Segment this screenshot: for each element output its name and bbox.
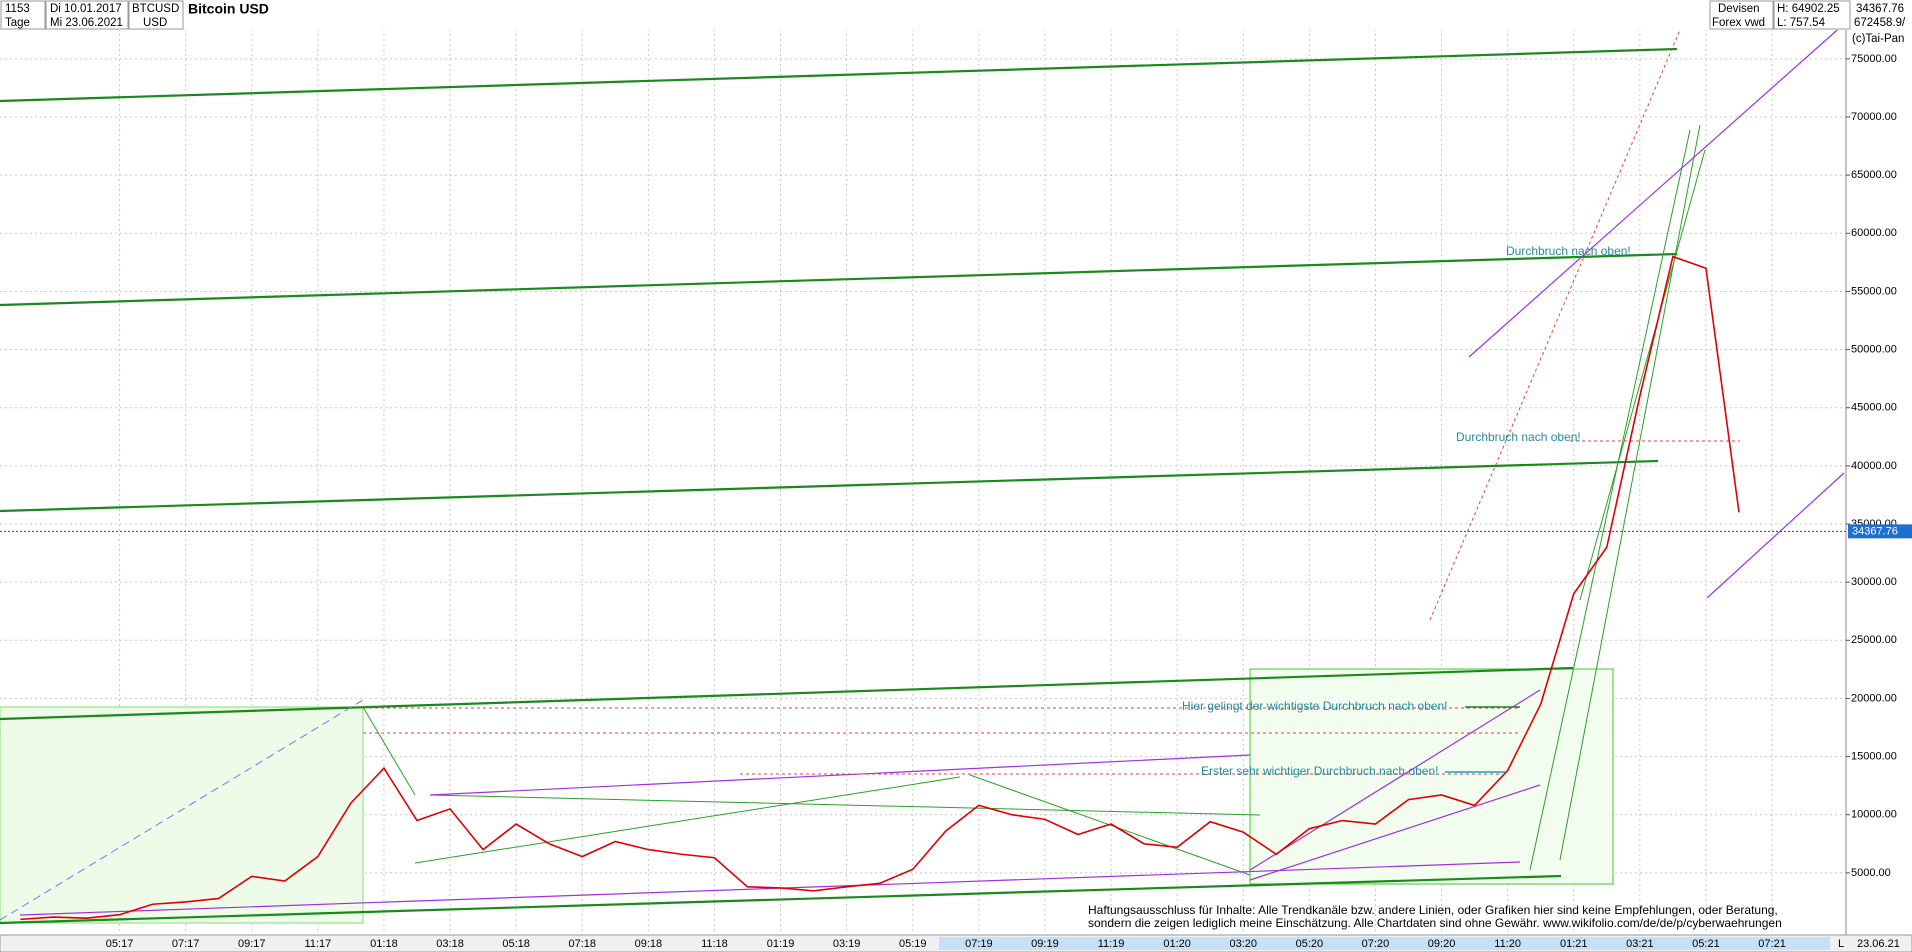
annotation: Hier gelingt der wichtigste Durchbruch n… — [1182, 699, 1447, 713]
y-tick-label: 60000.00 — [1851, 227, 1897, 239]
x-tick-label: 11:20 — [1494, 938, 1521, 950]
interval[interactable]: Tage — [5, 17, 30, 29]
x-tick-label: 03:18 — [436, 938, 464, 950]
last-price-box — [1848, 524, 1912, 539]
market: Devisen — [1718, 3, 1760, 15]
x-tick-label: 05:17 — [106, 938, 134, 950]
x-tick-label: 01:19 — [767, 938, 795, 950]
high: H: 64902.25 — [1777, 3, 1840, 15]
trend-lines — [0, 47, 1678, 925]
scroll-range[interactable] — [939, 937, 1830, 950]
copyright: (c)Tai-Pan — [1852, 33, 1904, 45]
plot — [0, 255, 1846, 921]
x-tick-label: 09:19 — [1031, 938, 1059, 950]
y-tick-label: 75000.00 — [1851, 53, 1897, 65]
channel-box — [0, 706, 364, 924]
header-cell — [45, 0, 129, 30]
x-tick-label: 05:19 — [899, 938, 927, 950]
channel-lines — [19, 23, 1845, 916]
x-tick-label: 07:20 — [1362, 938, 1390, 950]
x-tick-label: 05:18 — [502, 938, 530, 950]
y-tick-label: 15000.00 — [1851, 750, 1897, 762]
x-tick-label: 03:21 — [1626, 938, 1654, 950]
x-tick-label: 09:17 — [238, 938, 266, 950]
instrument-name: Bitcoin USD — [188, 1, 269, 17]
annotation: Erster sehr wichtiger Durchbruch nach ob… — [1201, 764, 1438, 778]
x-tick-label: 03:20 — [1229, 938, 1257, 950]
header-cell — [1773, 0, 1851, 30]
x-tick-label: 11:19 — [1098, 938, 1125, 950]
x-tick-label: 07:21 — [1758, 938, 1786, 950]
x-tick-label: 01:20 — [1163, 938, 1191, 950]
y-tick-label: 50000.00 — [1851, 343, 1897, 355]
y-tick-label: 70000.00 — [1851, 111, 1897, 123]
x-tick-label: 07:19 — [965, 938, 993, 950]
trend-line — [0, 699, 364, 921]
low: L: 757.54 — [1777, 17, 1826, 29]
close: 34367.76 — [1856, 3, 1904, 15]
x-tick-label: 07:17 — [172, 938, 200, 950]
y-tick-label: 30000.00 — [1851, 576, 1897, 588]
level-lines — [363, 29, 1740, 775]
last-price-label: 34367.76 — [1852, 525, 1898, 537]
disclaimer: sondern die zeigen lediglich meine Einsc… — [1088, 916, 1782, 930]
y-tick-label: 10000.00 — [1851, 809, 1897, 821]
y-tick-label: 25000.00 — [1851, 634, 1897, 646]
annotation: Durchbruch nach oben! — [1456, 430, 1581, 444]
header-cell — [128, 0, 184, 30]
y-tick-label: 65000.00 — [1851, 169, 1897, 181]
x-tick-label: 05:20 — [1296, 938, 1324, 950]
y-tick-label: 40000.00 — [1851, 460, 1897, 472]
chart-id[interactable]: 1153 — [5, 3, 30, 15]
x-tick-label: 03:19 — [833, 938, 861, 950]
y-tick-label: 20000.00 — [1851, 692, 1897, 704]
x-tick-label: 09:18 — [635, 938, 663, 950]
annotation: Durchbruch nach oben! — [1506, 244, 1631, 258]
x-tick-label: 11:17 — [304, 938, 331, 950]
disclaimer: Haftungsausschluss für Inhalte: Alle Tre… — [1088, 903, 1778, 917]
x-tick-label: 01:18 — [370, 938, 398, 950]
channel-box — [1249, 668, 1614, 885]
end-date: 23.06.21 — [1857, 938, 1900, 950]
currency: USD — [143, 17, 167, 29]
header — [0, 0, 1912, 30]
scale-mode[interactable]: L — [1838, 938, 1844, 950]
x-tick-label: 05:21 — [1692, 938, 1720, 950]
end-date: Mi 23.06.2021 — [50, 17, 123, 29]
x-tick-label: 07:18 — [568, 938, 596, 950]
volume: 672458.9/ — [1854, 17, 1906, 29]
y-tick-label: 45000.00 — [1851, 402, 1897, 414]
header-cell — [1709, 0, 1774, 30]
source: Forex vwd — [1712, 17, 1765, 29]
x-tick-label: 11:18 — [701, 938, 728, 950]
symbol: BTCUSD — [132, 3, 179, 15]
header-cell[interactable] — [0, 0, 46, 30]
x-tick-label: 09:20 — [1428, 938, 1456, 950]
y-tick-label: 5000.00 — [1851, 867, 1891, 879]
start-date: Di 10.01.2017 — [50, 3, 122, 15]
price-line — [20, 255, 1740, 921]
y-tick-label: 55000.00 — [1851, 285, 1897, 297]
x-tick-label: 01:21 — [1560, 938, 1588, 950]
